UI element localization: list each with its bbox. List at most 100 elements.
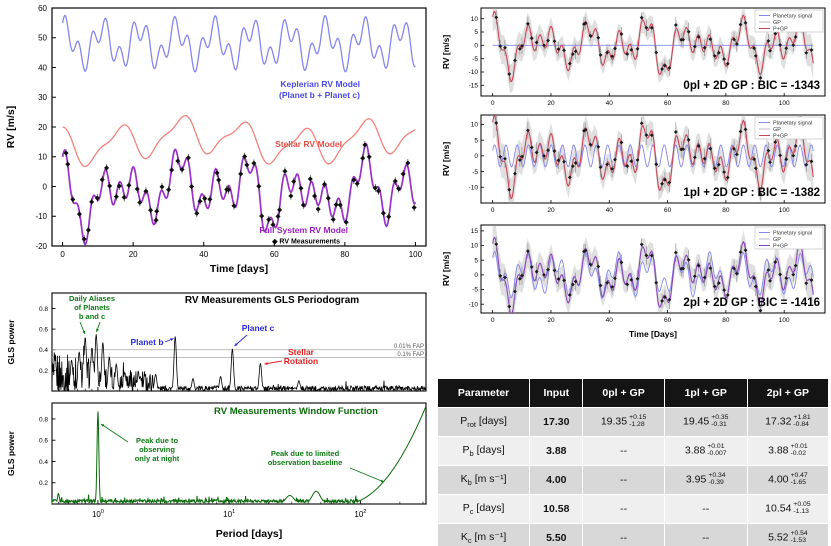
- rv-data-point: [768, 48, 772, 53]
- value-cell: 3.95 +0.34 -0.39: [663, 465, 748, 495]
- rv-data-point: [588, 33, 593, 38]
- planet-b-annotation: Planet b: [130, 337, 163, 347]
- rv-data-point: [498, 44, 503, 49]
- measurements-legend: ◆ RV Measurements: [271, 239, 340, 246]
- rv-measurement-point: [207, 196, 213, 202]
- rv-measurement-point: [277, 207, 283, 213]
- table-header-row: Parameter Input 0pl + GP 1pl + GP 2pl + GP: [436, 378, 830, 408]
- y-tick-label: 15: [471, 228, 479, 235]
- rv-data-point: [660, 299, 665, 303]
- x-tick-label: 100: [779, 100, 790, 107]
- rv-data-point: [660, 67, 665, 71]
- rv-data-point: [635, 46, 640, 51]
- x-tick-label: 80: [722, 207, 730, 214]
- legend-label: Planetary signal: [773, 120, 812, 126]
- error-bounds: +1.81 -0.84: [793, 414, 811, 428]
- rv-measurement-point: [137, 199, 143, 206]
- rv-data-point: [598, 165, 603, 170]
- rv-data-point: [667, 297, 672, 302]
- y-axis-label: RV [m/s]: [441, 35, 451, 69]
- value-cell: 17.32 +1.81 -0.84: [746, 407, 830, 437]
- gp-panel-svg-1: 0 20 40 60 80 100 -10 -5 0 5 10 RV [m/s] Planetary s…: [441, 114, 826, 214]
- x-tick-label: 100: [409, 250, 423, 259]
- table-header-2: 0pl + GP: [582, 378, 665, 408]
- rv-measurement-point: [256, 183, 262, 189]
- value-cell: --: [582, 494, 665, 524]
- rv-data-point: [692, 44, 697, 49]
- rv-data-point: [552, 268, 557, 273]
- rv-measurement-point: [362, 142, 368, 148]
- rv-data-point: [753, 53, 758, 58]
- rv-data-point: [663, 177, 667, 182]
- x-tick-label: 60: [664, 207, 672, 214]
- rv-data-point: [562, 159, 566, 164]
- x-tick-label: 100: [779, 207, 790, 214]
- rv-data-point: [766, 268, 771, 272]
- rv-data-point: [793, 35, 798, 39]
- rv-data-point: [793, 263, 798, 268]
- legend-label: GP: [773, 127, 781, 133]
- rv-measurement-point: [386, 214, 392, 220]
- rv-data-point: [686, 258, 691, 262]
- rv-data-point: [734, 42, 739, 46]
- periodogram-curve: [51, 334, 427, 393]
- rv-measurement-point: [251, 160, 257, 166]
- rv-data-point: [570, 164, 575, 169]
- rv-data-point: [716, 162, 721, 167]
- y-tick-label: -5: [472, 287, 478, 294]
- rv-measurement-point: [63, 150, 69, 156]
- y-axis-label: RV [m/s]: [441, 252, 451, 286]
- rv-data-point: [708, 266, 713, 270]
- rv-data-point: [529, 36, 534, 41]
- rv-data-point: [708, 146, 713, 151]
- baseline-peak-annotation: observation baseline: [268, 458, 343, 467]
- rv-measurement-point: [372, 185, 378, 191]
- rv-data-point: [556, 158, 561, 163]
- bic-label: 2pl + 2D GP : BIC = -1416: [683, 297, 820, 309]
- rv-data-point: [791, 272, 796, 277]
- x-tick-label: 80: [722, 317, 730, 324]
- rv-measurement-point: [70, 196, 76, 203]
- rv-data-point: [498, 154, 503, 159]
- x-tick-label: 100: [779, 317, 790, 324]
- rv-data-point: [804, 281, 809, 286]
- rv-data-point: [534, 269, 539, 274]
- rv-data-point: [734, 271, 739, 276]
- rv-data-point: [542, 43, 546, 48]
- rv-data-point: [743, 127, 748, 132]
- rv-data-point: [582, 249, 586, 254]
- daily-aliases-annotation: b and c: [79, 312, 105, 321]
- rv-data-point: [791, 43, 796, 48]
- value-cell: 3.88 +0.01 -0.02: [746, 436, 830, 466]
- rv-measurement-point: [366, 154, 372, 160]
- rv-data-point: [725, 61, 730, 66]
- rv-measurement-point: [259, 213, 265, 219]
- fap-label: 0.1% FAP: [397, 352, 424, 358]
- rv-data-point: [722, 288, 727, 292]
- rv-measurement-point: [400, 171, 406, 177]
- rv-data-point: [573, 161, 578, 165]
- x-tick-label: 40: [606, 207, 614, 214]
- rv-data-point: [649, 25, 654, 30]
- rv-measurement-point: [321, 181, 328, 187]
- rv-data-point: [758, 192, 763, 197]
- input-cell: 5.50: [529, 523, 584, 546]
- y-axis-label: RV [m/s]: [5, 106, 17, 148]
- gls-periodogram-chart: 0.2 0.4 0.6 0.8 0.01% FAP 0.1% FAP RV Measurem…: [0, 288, 434, 403]
- y-tick-label: 0.2: [39, 480, 48, 487]
- rv-data-point: [625, 164, 630, 168]
- rv-data-point: [610, 54, 615, 59]
- rv-measurement-point: [300, 202, 306, 208]
- rv-measurement-point: [154, 208, 160, 214]
- rv-data-point: [546, 38, 550, 43]
- rv-measurement-point: [214, 170, 220, 176]
- error-bounds: +0.01 -0.007: [707, 443, 727, 457]
- rv-measurement-point: [65, 161, 71, 167]
- gp-panel-svg-2: 0 20 40 60 80 100 -10 -5 0 5 10 15 RV [m/s] Planetary…: [441, 224, 826, 339]
- rv-data-point: [654, 50, 659, 55]
- rv-data-point: [778, 153, 783, 158]
- y-tick-label: 5: [474, 137, 478, 144]
- x-tick-label: 60: [664, 100, 672, 107]
- x-tick-label: 80: [722, 100, 730, 107]
- rv-data-point: [619, 140, 624, 145]
